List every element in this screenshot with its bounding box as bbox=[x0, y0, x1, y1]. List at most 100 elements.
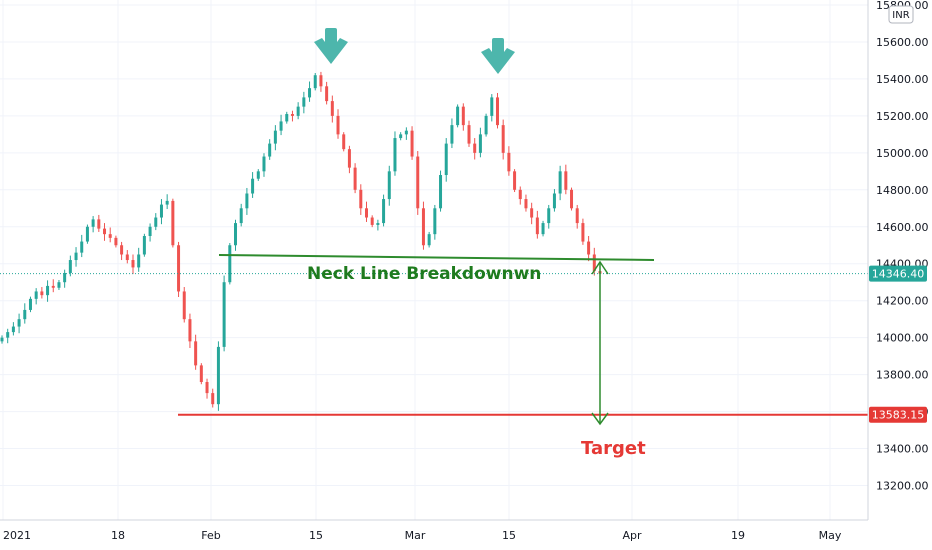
grid-lines bbox=[0, 0, 868, 520]
candle-body bbox=[456, 106, 460, 126]
candle-body bbox=[313, 75, 317, 89]
candle-body bbox=[6, 332, 10, 338]
candle-body bbox=[308, 88, 312, 98]
candle-body bbox=[251, 178, 255, 194]
y-tick-label: 14800.00 bbox=[876, 184, 929, 197]
currency-label: INR bbox=[892, 10, 909, 21]
candle-body bbox=[177, 245, 181, 292]
peak-arrow-down-icon bbox=[481, 38, 515, 74]
candle-body bbox=[444, 143, 448, 176]
candle-body bbox=[450, 125, 454, 144]
y-tick-label: 15000.00 bbox=[876, 147, 929, 160]
candle-body bbox=[51, 285, 55, 288]
candle-body bbox=[501, 125, 505, 153]
candle-body bbox=[211, 393, 215, 405]
candle-body bbox=[439, 175, 443, 209]
y-tick-label: 13200.00 bbox=[876, 480, 929, 493]
candle-body bbox=[530, 208, 534, 218]
candle-body bbox=[370, 217, 374, 225]
candle-body bbox=[507, 152, 511, 172]
candle-body bbox=[410, 130, 414, 157]
candle-body bbox=[108, 234, 112, 238]
candle-body bbox=[427, 234, 431, 246]
candle-body bbox=[302, 97, 306, 107]
candle-body bbox=[245, 193, 249, 209]
candle-body bbox=[393, 138, 397, 172]
candle-body bbox=[182, 291, 186, 320]
candle-body bbox=[97, 219, 101, 229]
candle-body bbox=[535, 217, 539, 235]
candle-body bbox=[587, 241, 591, 255]
x-tick-label: 18 bbox=[111, 529, 125, 542]
candle-body bbox=[28, 298, 32, 310]
x-tick-label: Mar bbox=[405, 529, 426, 542]
candle-body bbox=[63, 272, 67, 283]
candle-body bbox=[330, 101, 334, 116]
candle-body bbox=[342, 134, 346, 150]
candle-body bbox=[364, 208, 368, 218]
target-price-tag: 13583.15 bbox=[869, 406, 927, 423]
candle-body bbox=[103, 228, 107, 235]
candle-body bbox=[57, 282, 61, 288]
candle-body bbox=[518, 189, 522, 200]
time-axis[interactable]: 2021 18 Feb 15 Mar 15 Apr 19 May bbox=[3, 529, 842, 542]
x-tick-label: 2021 bbox=[3, 529, 31, 542]
candle-body bbox=[114, 237, 118, 246]
candle-body bbox=[285, 114, 289, 122]
candle-body bbox=[575, 208, 579, 224]
candle-body bbox=[564, 171, 568, 190]
candle-body bbox=[199, 365, 203, 383]
candle-body bbox=[416, 156, 420, 209]
candle-body bbox=[256, 171, 260, 179]
candle-body bbox=[541, 223, 545, 235]
candle-body bbox=[347, 149, 351, 168]
x-tick-label: 15 bbox=[502, 529, 516, 542]
candle-body bbox=[279, 121, 283, 131]
candle-body bbox=[376, 223, 380, 225]
candle-body bbox=[461, 106, 465, 126]
candle-body bbox=[319, 75, 323, 87]
peak-arrow-down-icon bbox=[314, 28, 348, 64]
last-price-tag: 14346.40 bbox=[869, 265, 927, 282]
candle-body bbox=[234, 223, 238, 246]
svg-text:14346.40: 14346.40 bbox=[872, 268, 925, 281]
candle-body bbox=[40, 291, 44, 296]
candle-body bbox=[80, 241, 84, 253]
y-tick-label: 14600.00 bbox=[876, 221, 929, 234]
candle-body bbox=[336, 115, 340, 135]
candle-body bbox=[513, 171, 517, 190]
candle-body bbox=[490, 97, 494, 116]
candle-body bbox=[205, 382, 209, 394]
candle-body bbox=[142, 236, 146, 255]
candle-body bbox=[159, 204, 163, 218]
y-tick-label: 13400.00 bbox=[876, 443, 929, 456]
candle-body bbox=[137, 254, 141, 268]
x-tick-label: 19 bbox=[731, 529, 745, 542]
candle-body bbox=[91, 219, 95, 227]
y-tick-label: 14000.00 bbox=[876, 332, 929, 345]
candle-body bbox=[387, 171, 391, 200]
candle-body bbox=[570, 189, 574, 209]
candle-body bbox=[268, 143, 272, 157]
candle-body bbox=[194, 341, 198, 366]
candle-body bbox=[558, 171, 562, 194]
candle-body bbox=[325, 86, 329, 102]
candle-body bbox=[473, 143, 477, 153]
candle-body bbox=[552, 193, 556, 209]
candle-body bbox=[154, 217, 158, 227]
candle-body bbox=[131, 260, 135, 268]
candle-body bbox=[188, 319, 192, 342]
svg-text:13583.15: 13583.15 bbox=[872, 409, 925, 422]
candle-body bbox=[17, 319, 21, 327]
candle-body bbox=[495, 97, 499, 126]
candle-body bbox=[353, 167, 357, 190]
candle-body bbox=[547, 208, 551, 224]
candle-body bbox=[382, 199, 386, 224]
candle-body bbox=[404, 130, 408, 135]
candle-body bbox=[524, 199, 528, 209]
y-tick-label: 15200.00 bbox=[876, 110, 929, 123]
y-tick-label: 14200.00 bbox=[876, 295, 929, 308]
x-tick-label: May bbox=[819, 529, 842, 542]
y-tick-label: 15400.00 bbox=[876, 73, 929, 86]
